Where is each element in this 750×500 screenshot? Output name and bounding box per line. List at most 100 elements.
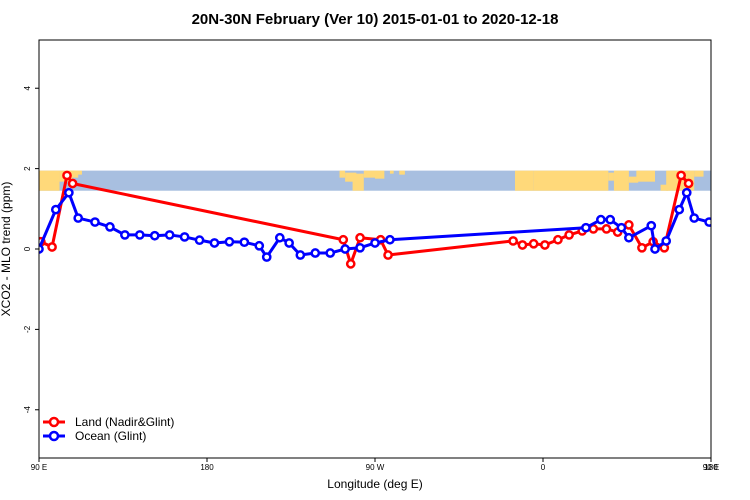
series-layer — [39, 170, 746, 269]
legend-marker-land — [48, 416, 60, 428]
x-tick-label: 90 E — [31, 463, 47, 472]
data-point-land — [676, 170, 686, 181]
legend-label-land: Land (Nadir&Glint) — [75, 415, 174, 429]
data-point-ocean — [674, 204, 685, 215]
data-point-ocean — [739, 231, 746, 238]
data-point-ocean — [722, 223, 729, 230]
legend: Land (Nadir&Glint)Ocean (Glint) — [43, 415, 174, 443]
data-point-ocean — [310, 248, 321, 258]
data-point-land — [345, 259, 356, 269]
map-band-land — [636, 170, 655, 182]
data-point-ocean — [179, 232, 190, 242]
data-point-land — [683, 178, 694, 189]
data-point-land — [62, 170, 72, 181]
data-point-ocean — [325, 248, 336, 258]
data-point-land — [338, 234, 349, 245]
data-point-ocean — [194, 235, 205, 246]
data-point-ocean — [261, 252, 272, 262]
map-band-land — [345, 172, 357, 182]
y-axis: -4 -2 0 2 4 — [23, 85, 39, 413]
data-point-ocean — [370, 238, 380, 248]
data-point-ocean — [650, 244, 660, 254]
data-point-ocean — [239, 237, 250, 248]
data-point-ocean — [616, 222, 627, 233]
map-band-land — [375, 170, 385, 179]
data-point-ocean — [295, 250, 306, 260]
map-band-land — [399, 170, 405, 175]
data-point-ocean — [605, 214, 616, 225]
data-point-land — [624, 220, 634, 230]
y-axis-label: XCO2 - MLO trend (ppm) — [0, 182, 13, 317]
map-band-land — [339, 170, 346, 178]
data-point-ocean — [661, 236, 672, 246]
data-point-ocean — [149, 230, 160, 241]
x-tick-label: 180 — [200, 463, 214, 472]
data-point-ocean — [90, 217, 100, 227]
y-tick-label: 4 — [23, 85, 32, 90]
data-point-land — [637, 242, 647, 253]
map-band-land — [72, 170, 82, 175]
data-point-ocean — [164, 230, 175, 240]
x-tick-label: 90 E — [703, 463, 719, 472]
data-point-land — [383, 250, 393, 260]
y-tick-label: -4 — [23, 406, 32, 414]
x-tick-label: 180 — [704, 463, 718, 472]
data-point-ocean — [704, 217, 711, 227]
map-band-land — [613, 170, 629, 191]
data-point-ocean — [274, 232, 285, 243]
x-axis-label: Longitude (deg E) — [327, 477, 422, 491]
data-point-land — [508, 236, 518, 246]
world-map-band — [39, 170, 711, 191]
map-band-land — [628, 176, 639, 183]
data-point-ocean — [689, 213, 700, 223]
x-tick-label: 0 — [541, 463, 546, 472]
data-point-ocean — [581, 222, 591, 233]
data-point-land — [553, 234, 563, 245]
data-point-ocean — [254, 240, 265, 251]
data-point-ocean — [624, 232, 634, 243]
chart-title: 20N-30N February (Ver 10) 2015-01-01 to … — [192, 11, 559, 28]
data-point-land — [540, 240, 550, 250]
map-band-land — [608, 172, 614, 181]
data-point-ocean — [385, 234, 395, 245]
map-band-land — [515, 170, 534, 191]
legend-label-ocean: Ocean (Glint) — [75, 429, 146, 443]
map-band-land — [660, 184, 669, 191]
data-point-ocean — [646, 220, 657, 231]
data-point-ocean — [209, 238, 220, 248]
map-band-land — [363, 170, 375, 178]
data-point-land — [517, 240, 528, 250]
data-point-ocean — [73, 213, 84, 223]
data-point-land — [355, 232, 365, 243]
data-point-ocean — [105, 222, 115, 232]
data-point-ocean — [340, 244, 350, 254]
data-point-ocean — [134, 230, 145, 240]
map-band-land — [533, 170, 609, 191]
y-tick-label: -2 — [23, 325, 32, 333]
data-point-land — [601, 224, 612, 234]
y-tick-label: 2 — [23, 166, 32, 171]
map-band-land — [389, 170, 394, 174]
data-point-ocean — [596, 214, 606, 225]
data-point-land — [47, 242, 57, 252]
x-tick-label: 90 W — [366, 463, 385, 472]
y-tick-label: 0 — [23, 246, 32, 251]
data-point-ocean — [64, 187, 74, 198]
data-point-ocean — [224, 236, 235, 247]
data-point-land — [564, 230, 574, 240]
plot-frame — [38, 39, 712, 459]
data-point-ocean — [50, 204, 61, 215]
map-band-land — [694, 170, 704, 177]
legend-marker-ocean — [48, 430, 60, 442]
data-point-land — [67, 178, 78, 189]
data-point-ocean — [284, 238, 294, 248]
map-band-land — [352, 173, 364, 191]
data-point-ocean — [355, 242, 365, 253]
data-point-land — [528, 238, 539, 249]
map-band-land — [39, 170, 60, 191]
data-point-ocean — [681, 187, 692, 198]
data-point-ocean — [120, 230, 130, 240]
